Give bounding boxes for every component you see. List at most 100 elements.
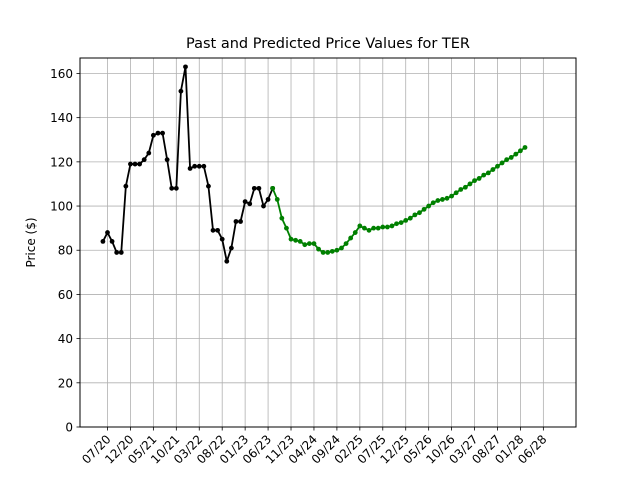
past-data-point xyxy=(183,64,188,70)
past-data-point xyxy=(178,88,184,94)
chart-title: Past and Predicted Price Values for TER xyxy=(186,36,470,52)
predicted-data-point xyxy=(398,220,404,226)
predicted-data-point xyxy=(371,225,377,231)
predicted-data-point xyxy=(348,235,354,241)
past-data-point xyxy=(141,157,147,163)
predicted-data-point xyxy=(426,203,432,209)
past-data-point xyxy=(196,163,202,169)
past-data-point xyxy=(261,203,266,209)
predicted-data-point xyxy=(394,221,399,227)
predicted-data-point xyxy=(362,225,367,231)
predicted-data-point xyxy=(270,185,276,191)
past-data-point xyxy=(160,130,165,136)
predicted-data-point xyxy=(499,160,505,166)
past-data-point xyxy=(173,185,179,191)
past-data-point xyxy=(187,166,193,171)
predicted-data-point xyxy=(472,178,477,184)
past-data-point xyxy=(224,258,230,264)
past-data-point xyxy=(238,219,243,224)
y-tick-label: 160 xyxy=(50,67,73,81)
predicted-data-point xyxy=(274,197,280,202)
predicted-data-point xyxy=(329,248,335,254)
predicted-data-point xyxy=(320,250,326,255)
predicted-series-line xyxy=(271,146,526,254)
predicted-data-point xyxy=(444,195,450,201)
predicted-data-point xyxy=(453,190,459,196)
predicted-data-point xyxy=(476,176,482,181)
y-tick-label: 100 xyxy=(50,200,73,214)
past-data-point xyxy=(164,157,170,163)
predicted-data-point xyxy=(449,193,454,199)
past-data-point xyxy=(118,250,124,255)
past-data-point xyxy=(256,185,262,191)
past-data-point xyxy=(128,161,133,167)
past-data-point xyxy=(132,161,138,167)
predicted-data-point xyxy=(302,242,308,248)
past-data-point xyxy=(169,185,175,191)
past-data-point xyxy=(100,238,106,244)
past-data-point xyxy=(150,132,156,138)
past-data-point xyxy=(247,201,253,207)
predicted-data-point xyxy=(403,218,409,223)
data-points xyxy=(100,64,528,264)
predicted-data-point xyxy=(435,198,441,203)
predicted-data-point xyxy=(306,241,312,247)
predicted-data-point xyxy=(389,223,395,229)
y-tick-label: 60 xyxy=(58,288,73,302)
predicted-data-point xyxy=(513,151,519,157)
past-data-point xyxy=(233,219,239,224)
predicted-data-point xyxy=(288,236,294,242)
y-tick-label: 20 xyxy=(58,376,73,390)
predicted-data-point xyxy=(352,230,358,235)
predicted-data-point xyxy=(407,215,413,221)
predicted-data-point xyxy=(284,225,289,231)
past-data-point xyxy=(123,183,129,189)
y-tick-label: 40 xyxy=(58,332,73,346)
predicted-data-point xyxy=(316,246,321,252)
past-data-point xyxy=(215,227,221,233)
past-data-point xyxy=(155,130,161,136)
predicted-data-point xyxy=(293,237,299,243)
predicted-data-point xyxy=(311,241,317,247)
predicted-data-point xyxy=(518,148,523,154)
past-data-point xyxy=(265,197,271,202)
predicted-data-point xyxy=(421,206,427,212)
predicted-data-point xyxy=(430,200,436,206)
predicted-data-point xyxy=(485,170,491,176)
predicted-data-point xyxy=(522,145,528,150)
predicted-data-point xyxy=(334,247,340,253)
past-data-point xyxy=(137,161,143,167)
past-data-point xyxy=(192,163,198,169)
plot-frame xyxy=(79,57,577,428)
past-data-point xyxy=(228,245,234,251)
past-data-point xyxy=(242,199,248,205)
predicted-data-point xyxy=(366,227,372,233)
past-data-point xyxy=(109,238,115,244)
predicted-data-point xyxy=(297,238,303,244)
predicted-data-point xyxy=(412,212,418,218)
predicted-data-point xyxy=(462,184,468,190)
past-data-point xyxy=(146,150,152,156)
past-data-point xyxy=(251,185,257,191)
predicted-data-point xyxy=(458,187,464,192)
predicted-data-point xyxy=(467,181,473,187)
past-data-point xyxy=(206,183,211,189)
predicted-data-point xyxy=(440,197,445,202)
y-tick-label: 140 xyxy=(50,111,73,125)
grid-lines xyxy=(80,58,576,428)
predicted-data-point xyxy=(343,241,349,247)
predicted-data-point xyxy=(384,224,390,230)
predicted-data-point xyxy=(417,210,422,216)
y-axis-label: Price ($) xyxy=(24,217,38,267)
past-data-point xyxy=(219,236,225,242)
predicted-data-point xyxy=(279,215,285,221)
predicted-data-point xyxy=(490,167,496,172)
past-data-point xyxy=(114,250,120,255)
predicted-data-point xyxy=(504,157,510,163)
predicted-data-point xyxy=(339,245,344,251)
predicted-data-point xyxy=(325,250,331,255)
predicted-data-point xyxy=(380,224,386,230)
y-tick-label: 80 xyxy=(58,244,73,258)
predicted-data-point xyxy=(375,225,381,231)
